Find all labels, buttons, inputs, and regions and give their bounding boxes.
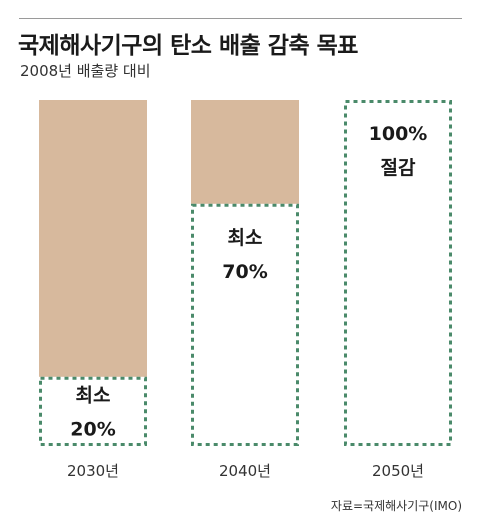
reduction-label: 100% [369, 123, 428, 145]
reduction-label: 최소 [228, 227, 263, 249]
category-label: 2030년 [67, 462, 119, 480]
reduction-bar [191, 203, 299, 446]
reduction-label: 최소 [76, 384, 111, 406]
source-note: 자료=국제해사기구(IMO) [330, 499, 462, 513]
chart-subtitle: 2008년 배출량 대비 [20, 62, 151, 80]
category-label: 2050년 [372, 462, 424, 480]
reduction-label: 70% [222, 261, 267, 283]
reduction-label: 절감 [381, 157, 416, 179]
reduction-label: 20% [70, 418, 115, 440]
remaining-emissions-bar [39, 100, 147, 377]
top-rule [19, 18, 462, 19]
category-label: 2040년 [219, 462, 271, 480]
remaining-emissions-bar [191, 100, 299, 204]
reduction-bar [39, 376, 147, 446]
chart-title: 국제해사기구의 탄소 배출 감축 목표 [18, 33, 358, 59]
reduction-bar [344, 100, 452, 446]
